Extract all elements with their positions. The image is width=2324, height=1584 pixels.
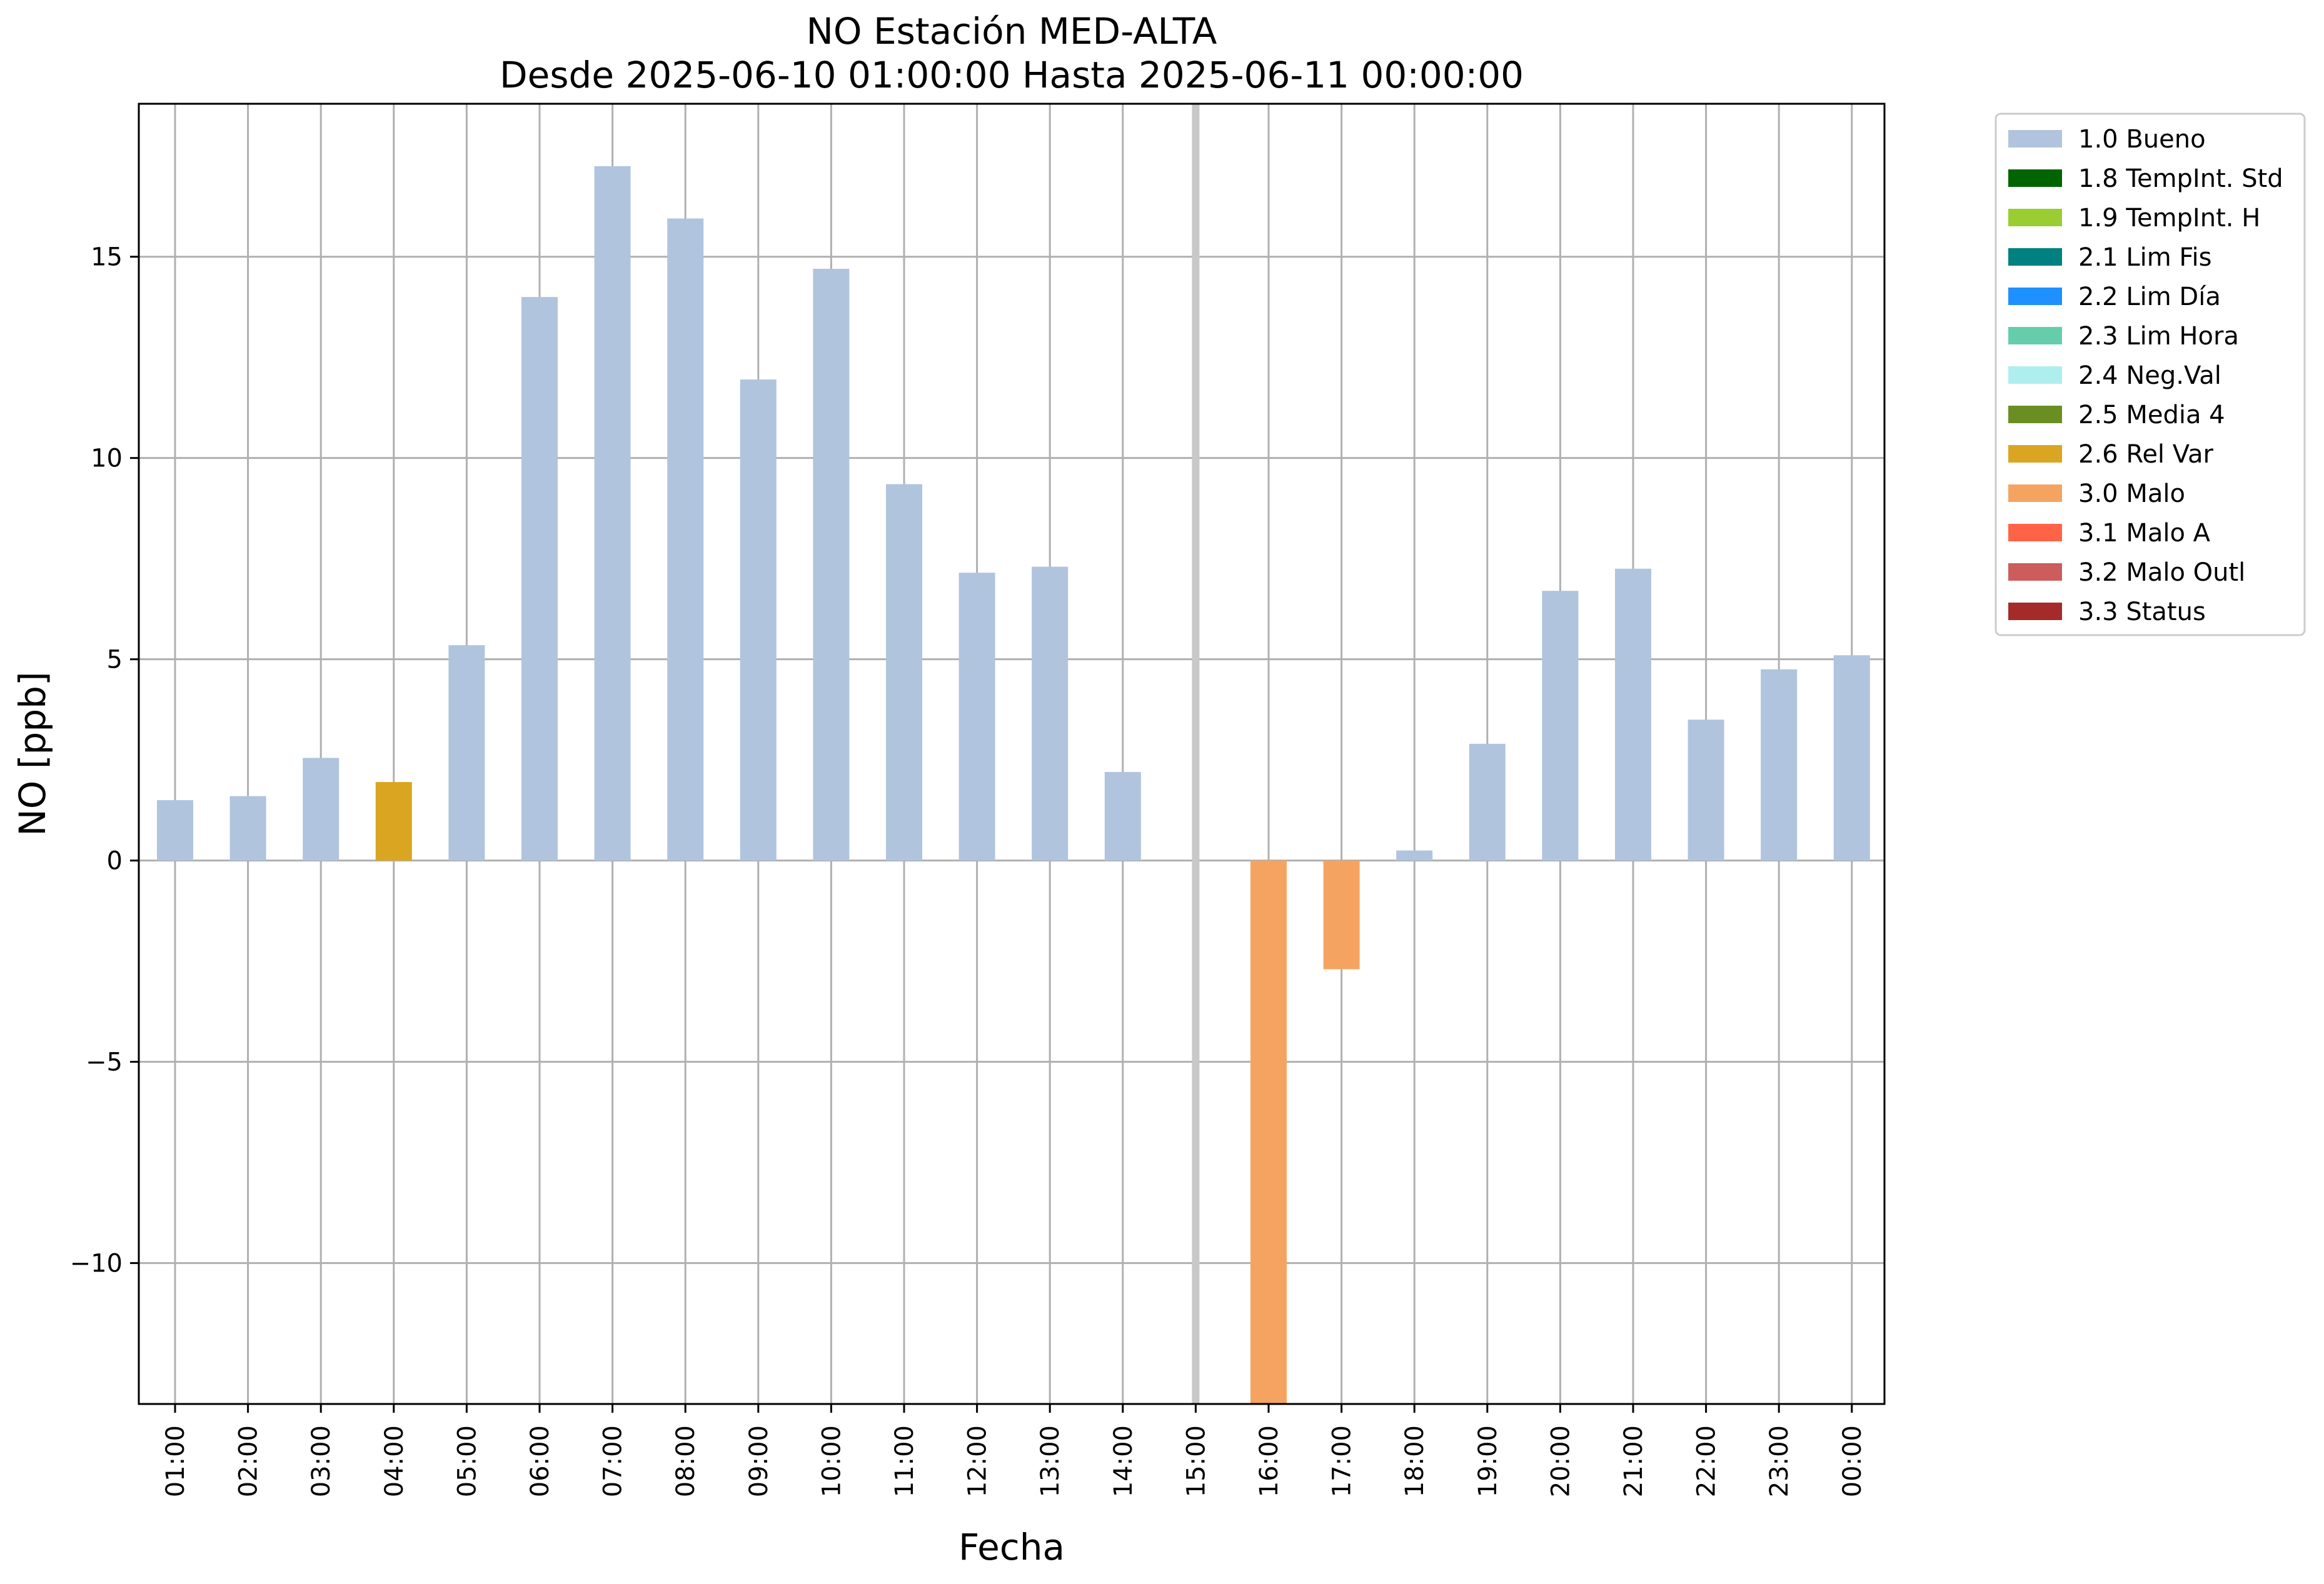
bar [521, 297, 558, 861]
bar [958, 573, 995, 861]
legend: 1.0 Bueno 1.8 TempInt. Std 1.9 TempInt. H 2… [1995, 113, 2306, 636]
x-tick-label: 02:00 [234, 1425, 263, 1497]
bar [1469, 743, 1506, 861]
legend-label: 1.0 Bueno [2078, 125, 2206, 154]
legend-label: 1.8 TempInt. Std [2078, 164, 2283, 193]
y-axis-label: NO [ppb] [11, 671, 54, 836]
legend-swatch [2008, 169, 2062, 187]
legend-swatch [2008, 327, 2062, 344]
chart-subtitle: Desde 2025-06-10 01:00:00 Hasta 2025-06-… [500, 54, 1524, 96]
bar [1250, 860, 1287, 1404]
x-axis-label: Fecha [958, 1526, 1065, 1568]
legend-label: 2.2 Lim Día [2078, 283, 2221, 311]
x-tick-label: 12:00 [963, 1425, 992, 1497]
bar [1542, 591, 1579, 861]
x-tick-label: 05:00 [453, 1425, 481, 1497]
x-tick-label: 11:00 [890, 1425, 919, 1497]
bar [1104, 771, 1141, 861]
legend-swatch [2008, 288, 2062, 305]
x-tick-label: 20:00 [1546, 1425, 1575, 1497]
x-tick-label: 22:00 [1693, 1425, 1721, 1497]
y-tick-label: −10 [70, 1250, 123, 1278]
bars [157, 166, 1870, 1404]
x-tick-label: 19:00 [1474, 1425, 1502, 1497]
legend-label: 1.9 TempInt. H [2078, 204, 2260, 233]
legend-frame [1995, 113, 2306, 636]
legend-label: 2.1 Lim Fis [2078, 243, 2211, 272]
legend-label: 3.3 Status [2078, 598, 2206, 626]
x-tick-label: 16:00 [1255, 1425, 1284, 1497]
x-tick-label: 01:00 [161, 1425, 190, 1497]
x-tick-label: 09:00 [745, 1425, 773, 1497]
bar [1615, 568, 1651, 861]
legend-swatch [2008, 366, 2062, 384]
legend-swatch [2008, 563, 2062, 581]
bar [886, 484, 922, 861]
x-tick-label: 10:00 [817, 1425, 846, 1497]
x-tick-label: 18:00 [1401, 1425, 1429, 1497]
legend-label: 2.4 Neg.Val [2078, 361, 2221, 390]
legend-swatch [2008, 130, 2062, 148]
bar [303, 758, 340, 861]
legend-label: 3.2 Malo Outl [2078, 558, 2245, 587]
legend-label: 3.0 Malo [2078, 479, 2185, 508]
legend-swatch [2008, 603, 2062, 620]
x-tick-label: 21:00 [1619, 1425, 1648, 1497]
bar [157, 800, 193, 861]
y-tick-label: −5 [86, 1048, 123, 1077]
bar [229, 796, 266, 861]
ticks: −10 −5 0 5 10 15 01:00 02:00 03:00 04:00 05:00 06:0… [70, 243, 1867, 1498]
x-tick-label: 23:00 [1765, 1425, 1794, 1497]
x-tick-label: 06:00 [526, 1425, 555, 1497]
bar [667, 218, 704, 861]
legend-swatch [2008, 406, 2062, 423]
x-tick-label: 04:00 [380, 1425, 409, 1497]
legend-label: 2.6 Rel Var [2078, 440, 2214, 469]
legend-label: 2.3 Lim Hora [2078, 322, 2239, 351]
bar [740, 379, 777, 861]
x-tick-label: 03:00 [307, 1425, 336, 1497]
legend-label: 2.5 Media 4 [2078, 401, 2225, 429]
bar [1323, 860, 1360, 970]
y-tick-label: 0 [107, 847, 123, 876]
x-tick-label: 14:00 [1109, 1425, 1138, 1497]
x-tick-label: 08:00 [672, 1425, 700, 1497]
x-tick-label: 15:00 [1182, 1425, 1210, 1497]
legend-swatch [2008, 248, 2062, 266]
bar [1032, 566, 1069, 861]
bar [448, 645, 485, 861]
legend-label: 3.1 Malo A [2078, 519, 2211, 548]
missing-data-marker [1192, 104, 1200, 1404]
x-tick-label: 00:00 [1838, 1425, 1867, 1497]
x-tick-label: 17:00 [1328, 1425, 1357, 1497]
bar [1688, 719, 1724, 861]
bar [1833, 655, 1870, 861]
y-tick-label: 5 [107, 646, 123, 674]
legend-swatch [2008, 209, 2062, 226]
bar [1396, 850, 1433, 861]
legend-swatch [2008, 524, 2062, 541]
bar [375, 782, 412, 861]
bar [594, 166, 631, 861]
bar [1761, 669, 1798, 861]
x-tick-label: 07:00 [599, 1425, 628, 1497]
y-tick-label: 15 [91, 243, 123, 272]
legend-swatch [2008, 445, 2062, 463]
chart-title: NO Estación MED-ALTA [807, 10, 1217, 53]
x-tick-label: 13:00 [1036, 1425, 1065, 1497]
plot-frame [138, 103, 1886, 1405]
bar [813, 269, 850, 861]
legend-swatch [2008, 484, 2062, 502]
y-tick-label: 10 [91, 444, 123, 473]
